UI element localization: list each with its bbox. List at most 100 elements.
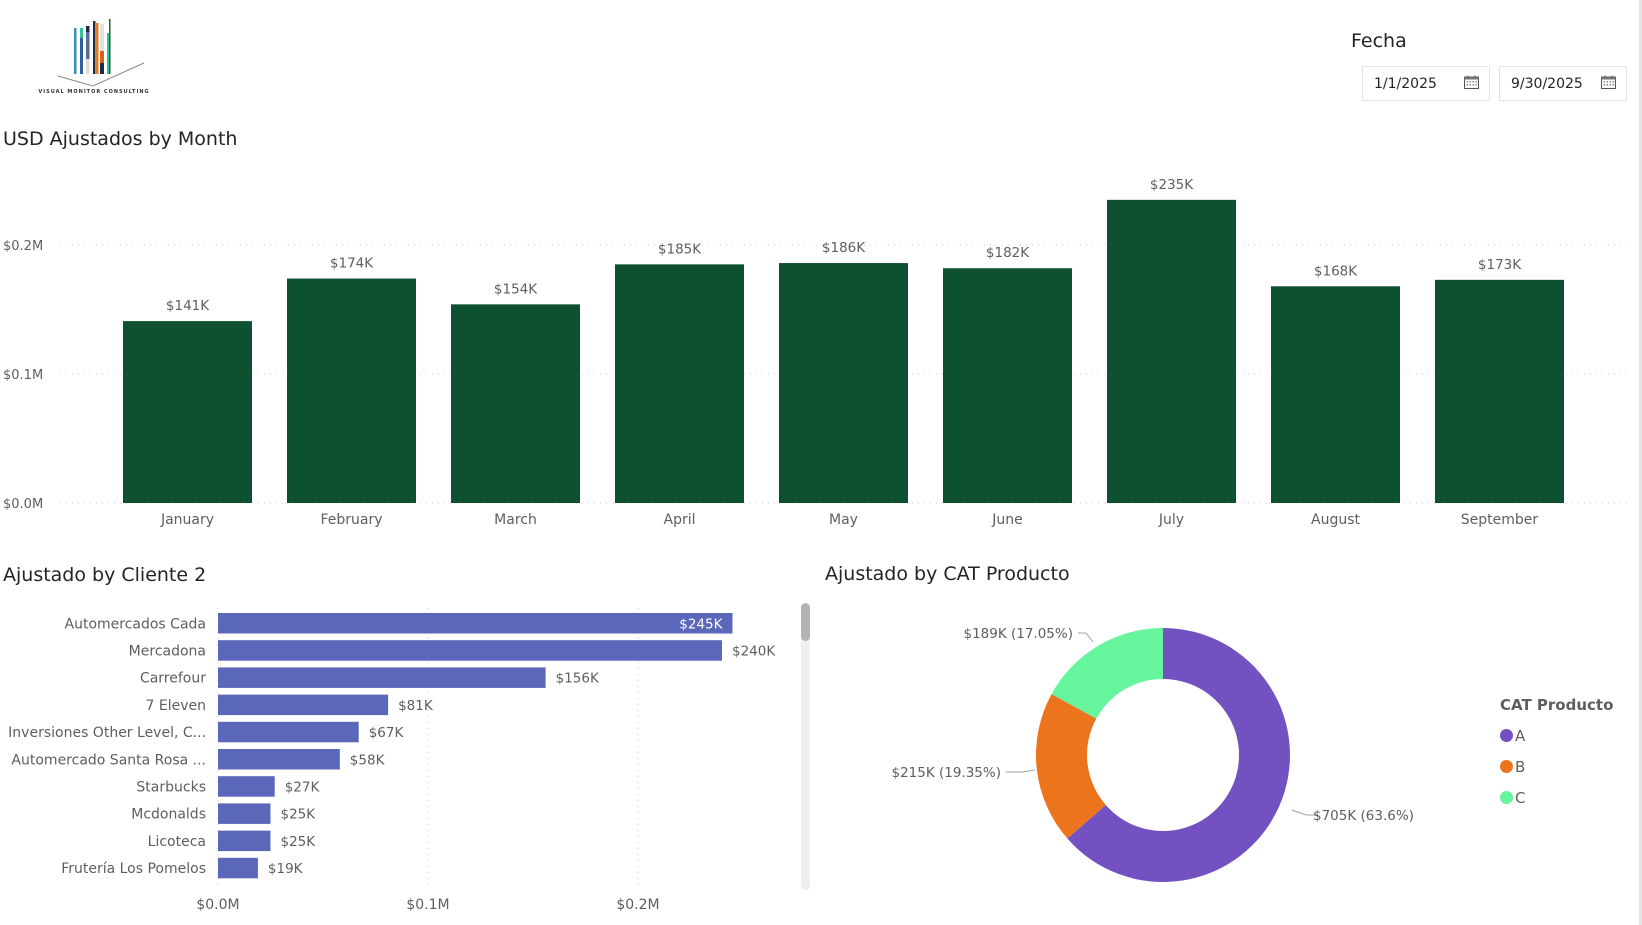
bar-february	[287, 278, 416, 503]
start-date-value: 1/1/2025	[1374, 76, 1437, 92]
x-tick-label: May	[829, 512, 858, 528]
client-bar	[218, 694, 389, 716]
client-label: 7 Eleven	[146, 698, 206, 714]
monthly-chart-title: USD Ajustados by Month	[3, 128, 238, 150]
client-chart-scrollbar[interactable]	[801, 603, 810, 890]
client-label: Starbucks	[136, 779, 206, 795]
data-label: $141K	[166, 298, 210, 314]
bar-august	[1271, 286, 1400, 503]
client-bar	[218, 803, 271, 824]
client-chart-title: Ajustado by Cliente 2	[3, 564, 207, 586]
data-label: $81K	[398, 698, 434, 714]
data-label: $240K	[732, 643, 776, 659]
client-label: Inversiones Other Level, C...	[8, 725, 206, 741]
legend-title: CAT Producto	[1500, 696, 1614, 714]
legend-label: C	[1515, 788, 1526, 807]
x-tick-label: February	[320, 512, 382, 528]
logo-graphic	[57, 19, 145, 87]
end-date-value: 9/30/2025	[1511, 76, 1583, 92]
data-label: $182K	[986, 245, 1030, 261]
x-tick-label: August	[1311, 512, 1361, 528]
bar-may	[779, 263, 908, 503]
x-tick-label: March	[494, 512, 537, 528]
legend-dot-icon	[1500, 760, 1513, 773]
x-tick-label: September	[1461, 512, 1539, 528]
company-logo: VISUAL MONITOR CONSULTING	[38, 10, 150, 98]
legend-dot-icon	[1500, 791, 1513, 804]
data-label: $25K	[281, 807, 317, 823]
bar-june	[943, 268, 1072, 503]
donut-slice-c[interactable]	[1051, 628, 1163, 719]
data-label: $174K	[330, 256, 374, 272]
bar-september	[1435, 279, 1564, 503]
slice-data-label: $215K (19.35%)	[891, 765, 1001, 781]
leader-line	[1006, 769, 1036, 773]
bar-january	[123, 321, 252, 503]
data-label: $67K	[369, 725, 405, 741]
data-label: $27K	[285, 779, 321, 795]
calendar-icon[interactable]	[1464, 75, 1479, 89]
calendar-icon[interactable]	[1601, 75, 1616, 89]
client-label: Frutería Los Pomelos	[61, 861, 206, 877]
y-tick-label: $0.0M	[3, 497, 43, 512]
data-label: $245K	[679, 616, 723, 632]
client-bar	[218, 640, 722, 661]
y-tick-label: $0.1M	[3, 368, 43, 383]
legend-item-c[interactable]: C	[1500, 782, 1613, 813]
x-tick-label: $0.2M	[616, 897, 659, 913]
legend-label: B	[1515, 757, 1526, 776]
client-label: Automercado Santa Rosa ...	[11, 752, 206, 768]
donut-slice-a[interactable]	[1067, 628, 1290, 883]
donut-slice-b[interactable]	[1036, 694, 1106, 839]
data-label: $25K	[281, 834, 317, 850]
legend-label: A	[1515, 726, 1526, 745]
client-bar	[218, 749, 340, 770]
category-chart-title: Ajustado by CAT Producto	[825, 563, 1070, 585]
bar-july	[1107, 199, 1236, 503]
x-tick-label: June	[991, 512, 1023, 528]
bar-april	[615, 264, 744, 503]
logo-text: VISUAL MONITOR CONSULTING	[38, 89, 150, 95]
y-tick-label: $0.2M	[3, 239, 43, 254]
data-label: $186K	[822, 240, 866, 256]
data-label: $19K	[268, 861, 304, 877]
x-tick-label: July	[1158, 512, 1184, 528]
leader-line	[1078, 632, 1094, 643]
client-bar	[218, 721, 359, 743]
data-label: $185K	[658, 241, 702, 257]
slice-data-label: $189K (17.05%)	[963, 626, 1073, 642]
client-bar	[218, 667, 546, 688]
x-tick-label: $0.1M	[406, 897, 449, 913]
client-bar	[218, 857, 258, 879]
leader-line	[1291, 809, 1318, 816]
x-tick-label: April	[664, 512, 696, 528]
legend-dot-icon	[1500, 729, 1513, 742]
data-label: $58K	[350, 752, 386, 768]
data-label: $173K	[1478, 257, 1522, 273]
x-tick-label: $0.0M	[196, 897, 239, 913]
client-bar	[218, 776, 275, 797]
client-label: Carrefour	[140, 671, 206, 687]
client-label: Mercadona	[129, 643, 206, 659]
data-label: $154K	[494, 281, 538, 297]
end-date-input[interactable]: 9/30/2025	[1499, 66, 1627, 101]
client-bar-chart: $0.0M $0.1M $0.2M Automercados Cada $245K Mer…	[8, 608, 776, 913]
client-bar	[218, 613, 733, 634]
data-label: $168K	[1314, 263, 1358, 279]
category-legend: CAT Producto A B C	[1500, 696, 1613, 813]
client-bar	[218, 830, 271, 852]
client-label: Licoteca	[148, 834, 206, 850]
client-label: Automercados Cada	[65, 616, 207, 632]
scrollbar-thumb[interactable]	[801, 603, 810, 641]
slice-data-label: $705K (63.6%)	[1313, 808, 1414, 824]
client-label: Mcdonalds	[131, 807, 206, 823]
bar-march	[451, 304, 580, 503]
legend-item-b[interactable]: B	[1500, 751, 1613, 782]
start-date-input[interactable]: 1/1/2025	[1362, 66, 1490, 101]
data-label: $156K	[556, 671, 600, 687]
date-filter-label: Fecha	[1351, 30, 1407, 52]
legend-item-a[interactable]: A	[1500, 720, 1613, 751]
page-edge	[1639, 0, 1642, 925]
data-label: $235K	[1150, 177, 1194, 193]
x-tick-label: January	[160, 512, 214, 528]
